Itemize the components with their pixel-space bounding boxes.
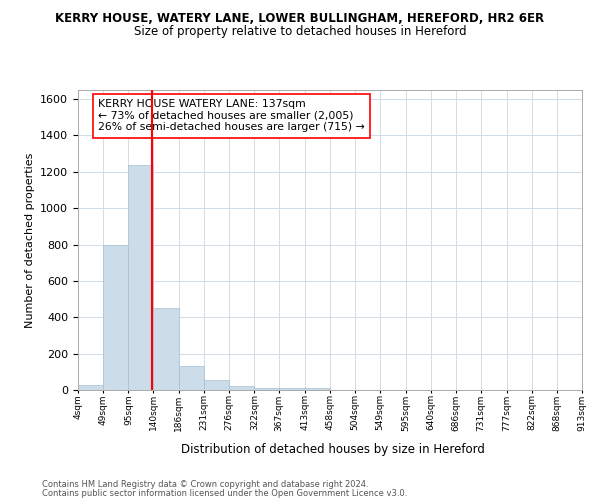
Bar xyxy=(179,366,204,390)
Bar xyxy=(78,386,103,390)
Bar xyxy=(103,244,128,390)
Y-axis label: Number of detached properties: Number of detached properties xyxy=(25,152,35,328)
Text: Size of property relative to detached houses in Hereford: Size of property relative to detached ho… xyxy=(134,25,466,38)
Bar xyxy=(305,388,330,390)
Bar xyxy=(254,388,279,390)
Text: KERRY HOUSE WATERY LANE: 137sqm
← 73% of detached houses are smaller (2,005)
26%: KERRY HOUSE WATERY LANE: 137sqm ← 73% of… xyxy=(98,99,365,132)
Text: Distribution of detached houses by size in Hereford: Distribution of detached houses by size … xyxy=(181,442,485,456)
Text: Contains public sector information licensed under the Open Government Licence v3: Contains public sector information licen… xyxy=(42,489,407,498)
Bar xyxy=(279,388,305,390)
Bar xyxy=(128,164,154,390)
Text: Contains HM Land Registry data © Crown copyright and database right 2024.: Contains HM Land Registry data © Crown c… xyxy=(42,480,368,489)
Bar xyxy=(229,386,254,390)
Text: KERRY HOUSE, WATERY LANE, LOWER BULLINGHAM, HEREFORD, HR2 6ER: KERRY HOUSE, WATERY LANE, LOWER BULLINGH… xyxy=(55,12,545,26)
Bar xyxy=(154,308,179,390)
Bar xyxy=(204,380,229,390)
